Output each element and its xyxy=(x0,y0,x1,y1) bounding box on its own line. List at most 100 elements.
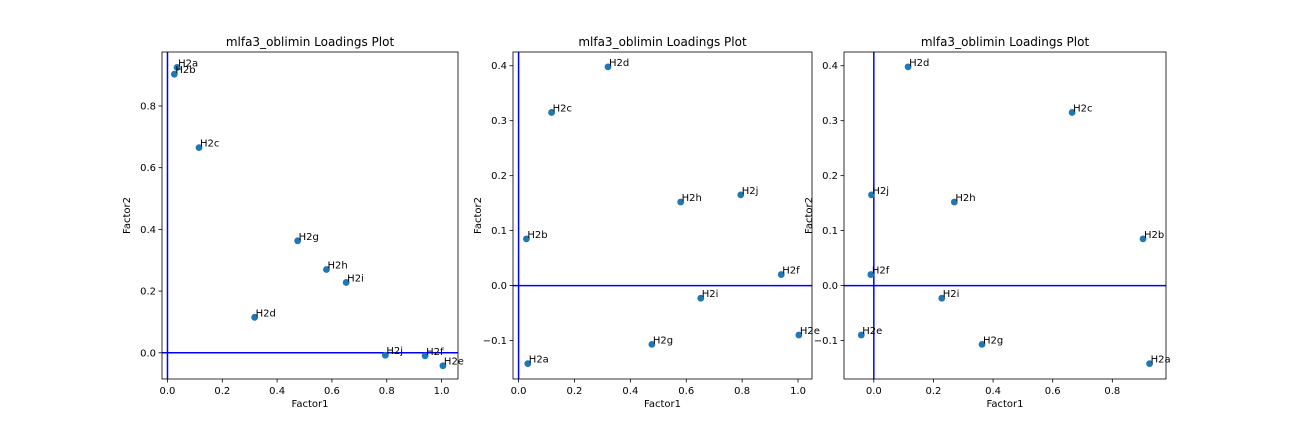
x-tick-label: 0.2 xyxy=(214,386,230,397)
point-label: H2a xyxy=(178,58,198,69)
x-axis-label: Factor1 xyxy=(987,399,1024,410)
point-label: H2f xyxy=(782,266,800,277)
scatter-point-h2i xyxy=(342,279,350,286)
point-label: H2b xyxy=(527,230,547,241)
y-tick-label: 0.2 xyxy=(140,287,156,298)
point-label: H2f xyxy=(872,266,890,277)
x-tick-label: 0.6 xyxy=(324,386,340,397)
scatter-point-h2j xyxy=(868,191,875,199)
x-tick-label: 1.0 xyxy=(790,386,806,397)
scatter-point-h2b xyxy=(523,235,530,243)
point-label: H2j xyxy=(742,186,759,197)
point-label: H2j xyxy=(386,346,403,357)
scatter-point-h2c xyxy=(195,144,203,152)
x-tick-label: 0.6 xyxy=(678,386,694,397)
scatter-point-h2b xyxy=(170,70,178,78)
y-tick-label: 0.4 xyxy=(822,61,838,72)
x-tick-label: 1.0 xyxy=(434,386,450,397)
scatter-point-h2f xyxy=(421,352,429,360)
y-tick-label: 0.2 xyxy=(822,171,838,182)
axes-frame xyxy=(161,51,459,380)
chart-3: 0.0 0.2 0.4 0.6 0.8 −0.1 0.0 0.1 0.2 0.3 0.4 mlfa3_… xyxy=(804,35,1171,410)
scatter-point-h2h xyxy=(677,198,685,206)
x-axis-label: Factor1 xyxy=(644,399,681,410)
point-label: H2g xyxy=(983,335,1003,346)
chart-1: 0.0 0.2 0.4 0.6 0.8 1.0 0.0 0.2 0.4 0.6 0.8 mlfa3_o… xyxy=(122,35,464,410)
scatter-point-h2a xyxy=(1146,360,1154,368)
y-axis-label: Factor2 xyxy=(473,197,484,234)
scatter-point-h2d xyxy=(604,63,612,71)
scatter-point-h2g xyxy=(648,340,656,348)
x-tick-label: 0.2 xyxy=(567,386,583,397)
point-label: H2g xyxy=(653,335,673,346)
scatter-point-h2a xyxy=(524,360,532,368)
scatter-point-h2j xyxy=(737,191,745,199)
axes-frame xyxy=(843,51,1167,380)
scatter-point-h2g xyxy=(978,340,986,348)
chart-title: mlfa3_oblimin Loadings Plot xyxy=(578,35,747,49)
y-tick-label: 0.4 xyxy=(491,61,507,72)
x-tick-label: 0.4 xyxy=(985,386,1001,397)
x-tick-label: 0.0 xyxy=(511,386,527,397)
point-label: H2i xyxy=(943,289,960,300)
scatter-point-h2c xyxy=(1068,109,1076,116)
point-label: H2h xyxy=(955,193,975,204)
scatter-point-h2d xyxy=(251,313,259,321)
y-tick-label: −0.1 xyxy=(483,336,507,347)
point-label: H2c xyxy=(1073,103,1092,114)
y-tick-label: −0.1 xyxy=(814,336,838,347)
point-label: H2d xyxy=(609,58,629,69)
chart-title: mlfa3_oblimin Loadings Plot xyxy=(226,35,395,49)
point-label: H2j xyxy=(872,186,889,197)
y-tick-label: 0.2 xyxy=(491,171,507,182)
point-label: H2e xyxy=(444,357,464,368)
y-axis-label: Factor2 xyxy=(122,197,133,234)
y-tick-label: 0.4 xyxy=(140,225,156,236)
scatter-point-h2h xyxy=(950,198,958,206)
point-label: H2a xyxy=(529,355,549,366)
scatter-point-h2j xyxy=(381,351,389,359)
scatter-point-h2c xyxy=(548,109,555,116)
chart-title: mlfa3_oblimin Loadings Plot xyxy=(921,35,1090,49)
x-tick-label: 0.4 xyxy=(622,386,638,397)
point-label: H2i xyxy=(347,273,364,284)
point-label: H2d xyxy=(909,58,929,69)
point-label: H2f xyxy=(426,347,444,358)
point-label: H2i xyxy=(702,289,719,300)
point-label: H2e xyxy=(800,326,820,337)
x-tick-label: 0.4 xyxy=(269,386,285,397)
scatter-point-h2g xyxy=(294,237,302,245)
scatter-point-h2e xyxy=(439,362,447,370)
x-axis-label: Factor1 xyxy=(292,399,329,410)
scatter-point-h2a xyxy=(173,64,181,71)
y-tick-label: 0.8 xyxy=(140,101,156,112)
y-tick-label: 0.6 xyxy=(140,163,156,174)
axes-frame xyxy=(512,51,813,380)
point-label: H2e xyxy=(862,326,882,337)
point-label: H2d xyxy=(256,308,276,319)
scatter-point-h2e xyxy=(857,331,865,339)
scatter-point-h2f xyxy=(867,271,875,278)
x-tick-label: 0.6 xyxy=(1045,386,1061,397)
point-label: H2h xyxy=(682,193,702,204)
y-tick-label: 0.0 xyxy=(140,348,156,359)
x-tick-label: 0.8 xyxy=(1104,386,1120,397)
y-axis-label: Factor2 xyxy=(804,197,815,234)
scatter-point-h2f xyxy=(777,271,785,278)
x-tick-label: 0.8 xyxy=(734,386,750,397)
scatter-point-h2h xyxy=(323,266,330,273)
y-tick-label: 0.3 xyxy=(491,116,507,127)
x-tick-label: 0.2 xyxy=(925,386,941,397)
point-label: H2b xyxy=(175,65,195,76)
scatter-point-h2i xyxy=(697,294,705,302)
point-label: H2h xyxy=(327,260,347,271)
scatter-point-h2i xyxy=(938,294,946,302)
point-label: H2c xyxy=(200,139,219,150)
y-tick-label: 0.1 xyxy=(491,226,507,237)
y-tick-label: 0.0 xyxy=(822,281,838,292)
point-label: H2c xyxy=(553,103,572,114)
y-tick-label: 0.3 xyxy=(822,116,838,127)
x-tick-label: 0.8 xyxy=(379,386,395,397)
scatter-point-h2e xyxy=(795,331,803,339)
point-label: H2g xyxy=(299,232,319,243)
